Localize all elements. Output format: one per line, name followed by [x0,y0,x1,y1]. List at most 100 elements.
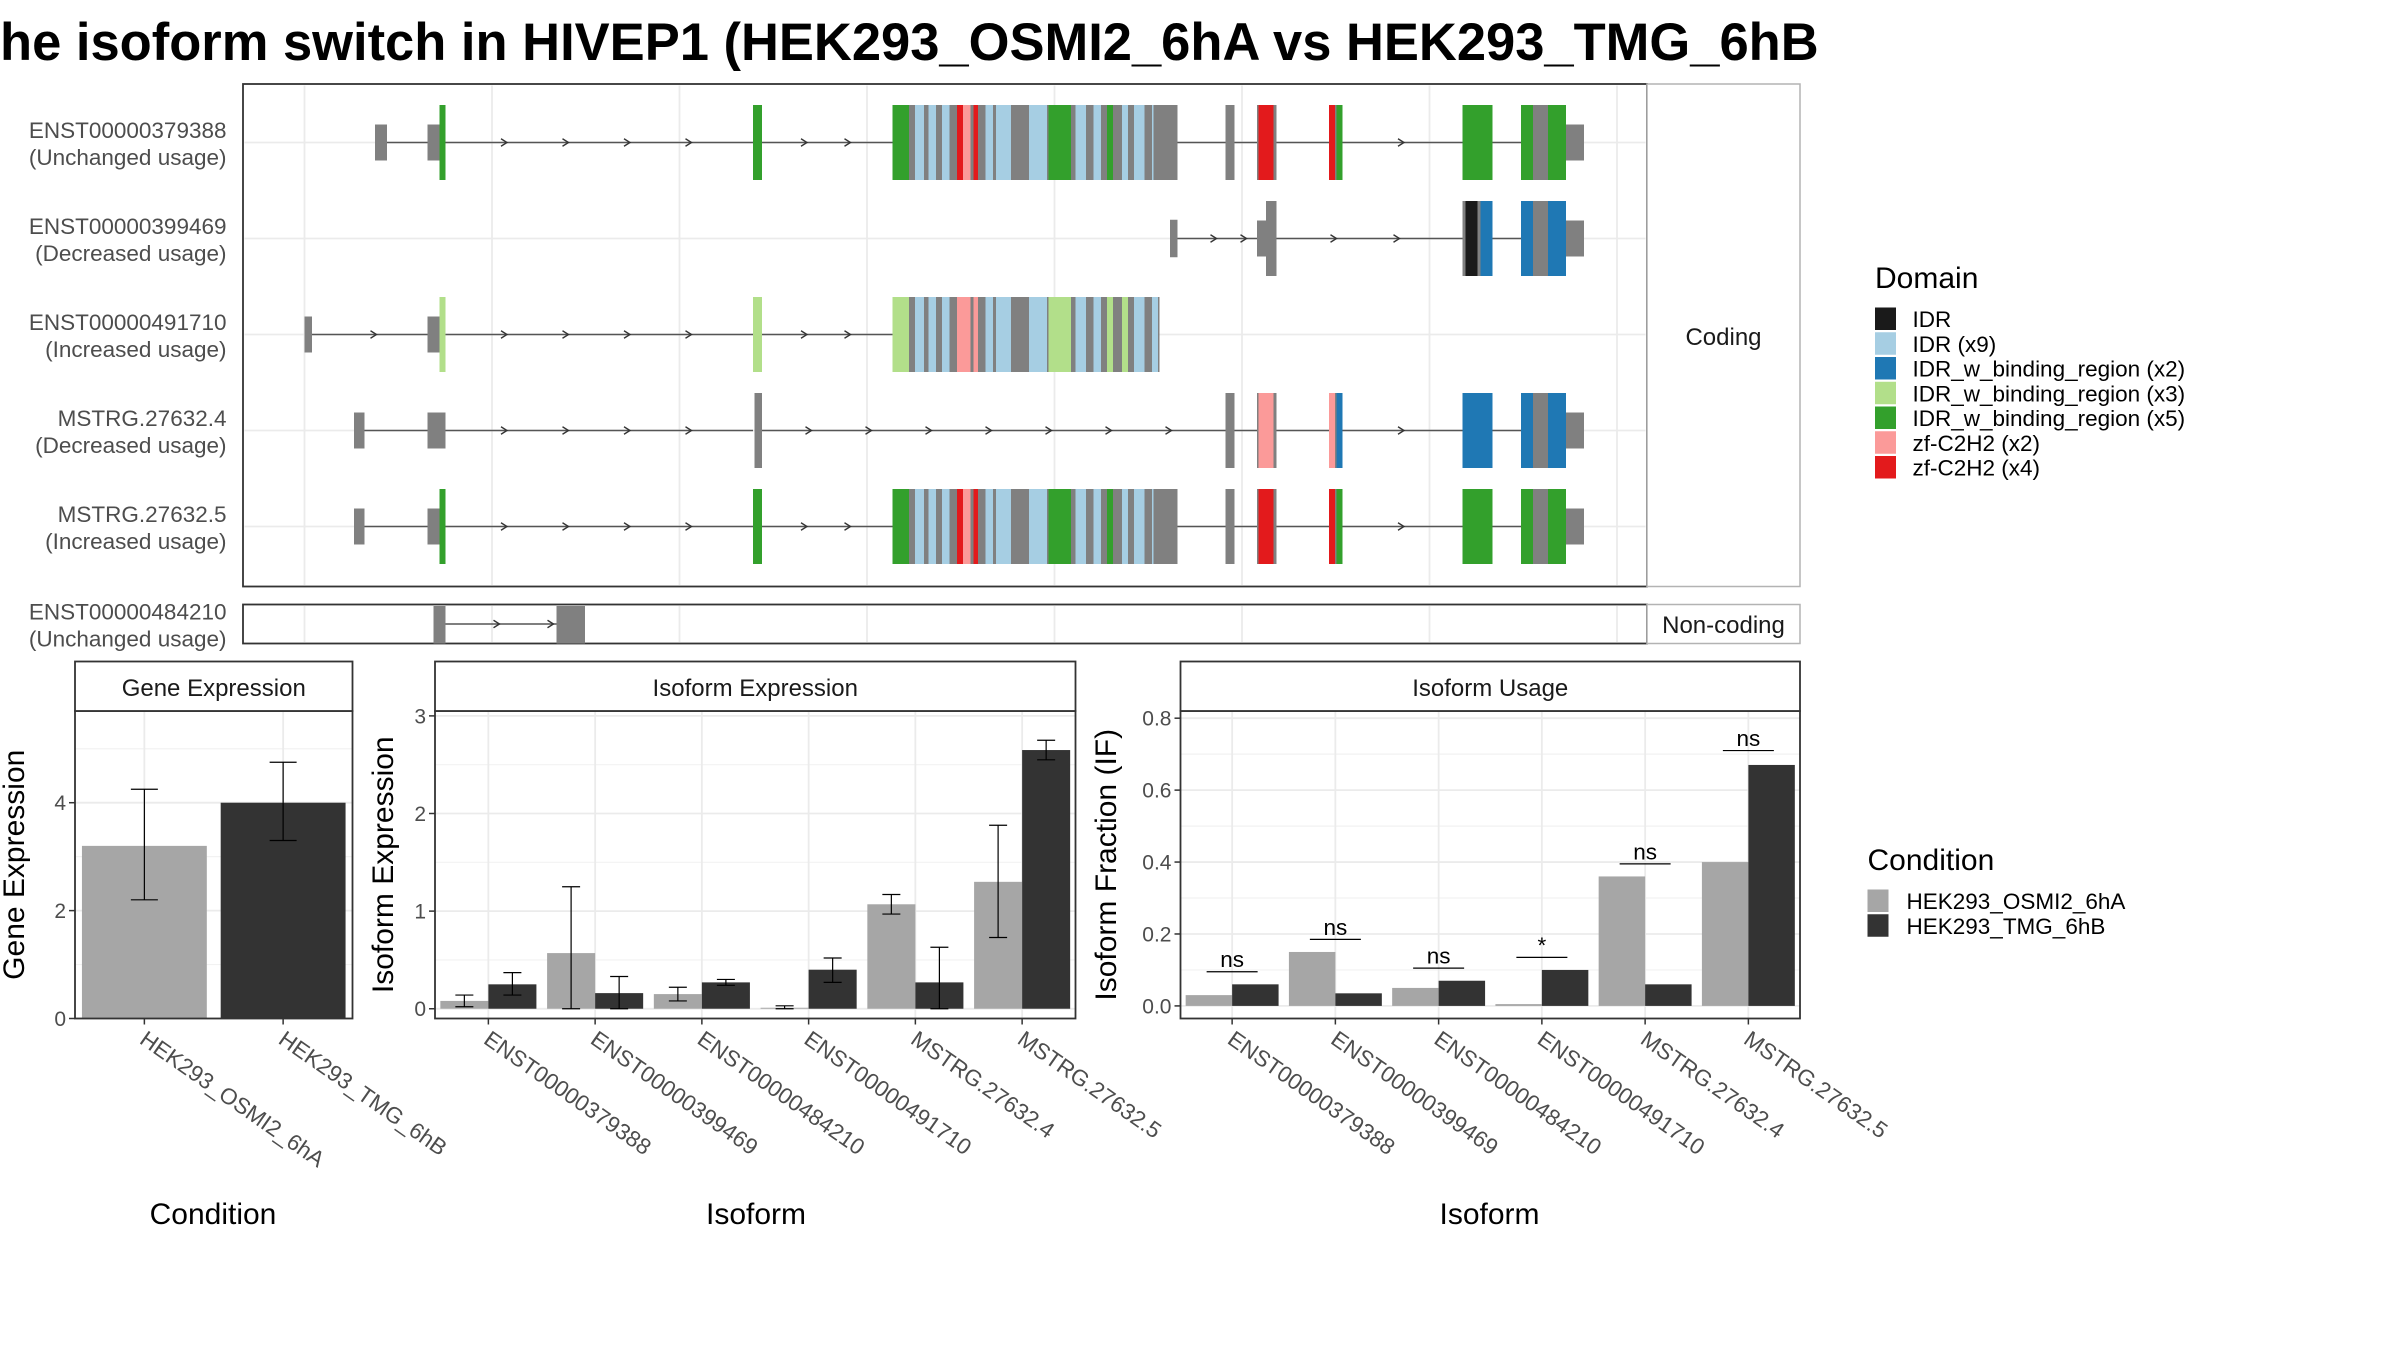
exon [439,297,446,372]
strand-arrow [685,138,693,147]
significance-label: ns [1736,726,1760,751]
bar [701,982,750,1009]
exon [928,297,936,372]
strand-arrow [844,330,852,339]
exon [915,297,924,372]
strand-arrow [623,522,632,531]
x-axis-title: Condition [150,1198,277,1231]
exon [985,489,993,564]
bars [440,739,1071,1010]
y-tick-label: 0.6 [1142,780,1171,803]
exon [304,316,312,353]
transcript-usage-label: (Unchanged usage) [29,627,227,652]
y-tick-label: 0 [414,998,426,1021]
exon [973,297,978,372]
x-tick-label: ENST00000379388 [1223,1026,1399,1160]
strand-arrow [562,426,570,435]
exon [1548,105,1566,180]
legend-label: zf-C2H2 (x4) [1913,456,2041,481]
exon [973,105,978,180]
strand-arrow [805,426,813,435]
bar [1392,987,1439,1006]
domain-legend-title: Domain [1875,262,1978,295]
transcript-tracks-coding [304,105,1584,564]
significance-label: ns [1427,944,1451,969]
exon [1152,297,1158,372]
exon [985,105,993,180]
exon [1521,105,1533,180]
facet-strip [434,660,1077,712]
exon [1093,489,1101,564]
y-tick-label: 0.8 [1142,708,1171,731]
exon [1566,508,1584,545]
y-tick-label: 0.2 [1142,923,1171,946]
exon [1548,489,1566,564]
strand-arrow [800,522,809,531]
chart-panel: ns ns ns * ns ns Isoform Usage 0.0 0.2 0.4 0.6 0.8 E… [1090,660,1892,1231]
transcript-usage-label: (Decreased usage) [35,433,226,458]
legend-label: HEK293_OSMI2_6hA [1907,889,2126,914]
legend-key [1875,406,1896,429]
plot-background [1180,711,1800,1019]
strand-arrow [685,426,693,435]
exon [892,489,909,564]
exon [942,489,950,564]
facet-strip [1179,660,1801,712]
y-axis-title: Isoform Fraction (IF) [1090,729,1123,1001]
transcript-usage-label: (Decreased usage) [35,241,226,266]
exon [1258,393,1263,468]
condition-legend-title: Condition [1868,844,1995,877]
transcript-usage-label: (Increased usage) [45,529,226,554]
exon [1521,489,1533,564]
legend-key [1875,357,1896,380]
exon [963,489,971,564]
bars: ns ns ns * ns ns [1185,726,1795,1006]
facet-strip-noncoding: Non-coding [1662,612,1785,639]
strand-arrow [370,330,378,339]
transcript-id-label: ENST00000379388 [29,118,227,143]
exon [354,412,365,449]
exon [1465,201,1478,276]
strand-arrow [1397,426,1406,435]
exon [1075,297,1086,372]
strand-arrow [844,138,852,147]
transcript-tracks-noncoding [433,606,585,644]
exon [1048,105,1071,180]
chart-title: Gene Expression [122,675,306,702]
x-axis-title: Isoform [706,1198,806,1231]
significance-label: ns [1323,915,1347,940]
exon [354,508,365,545]
bar [1438,980,1486,1006]
transcript-track [1170,201,1584,276]
exon [963,105,971,180]
x-tick-label: ENST00000491710 [1533,1026,1709,1160]
exon [1225,105,1235,180]
legend-label: IDR_w_binding_region (x5) [1913,406,2186,431]
exon [556,606,585,644]
exon [892,297,1160,372]
exon [1134,105,1145,180]
exon [963,297,971,372]
transcript-id-label: ENST00000399469 [29,214,227,239]
exon [754,393,762,468]
transcript-id-label: MSTRG.27632.5 [58,502,227,527]
bar [1335,993,1382,1006]
exon [1336,105,1343,180]
structure-panel-coding: Coding [242,83,1801,588]
exon [753,489,762,564]
transcript-track [433,606,585,644]
strand-arrow [500,426,509,435]
strand-arrow [500,330,509,339]
figure-title: he isoform switch in HIVEP1 (HEK293_OSMI… [0,13,1819,72]
transcript-labels: ENST00000379388 (Unchanged usage) ENST0000… [29,118,227,652]
transcript-id-label: ENST00000491710 [29,310,227,335]
bar [1495,1004,1542,1006]
exon [996,105,1011,180]
exon [427,412,446,449]
exon [1170,219,1178,258]
exon [957,105,963,180]
exon [439,105,446,180]
bar [1022,750,1071,1009]
